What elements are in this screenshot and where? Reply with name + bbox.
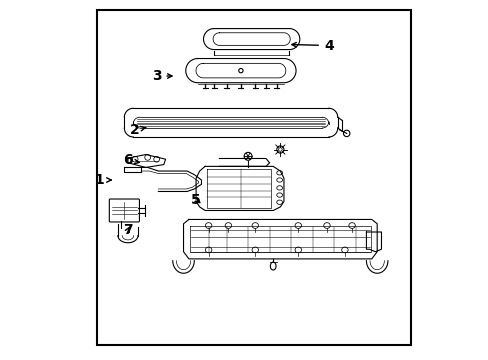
Text: 6: 6 bbox=[123, 153, 139, 167]
Text: 4: 4 bbox=[291, 39, 333, 53]
Text: 2: 2 bbox=[130, 123, 145, 137]
Text: 7: 7 bbox=[123, 223, 133, 237]
Text: 3: 3 bbox=[151, 69, 172, 83]
Bar bbox=[97, 10, 410, 345]
Text: 1: 1 bbox=[94, 173, 111, 187]
Text: 5: 5 bbox=[191, 193, 201, 207]
